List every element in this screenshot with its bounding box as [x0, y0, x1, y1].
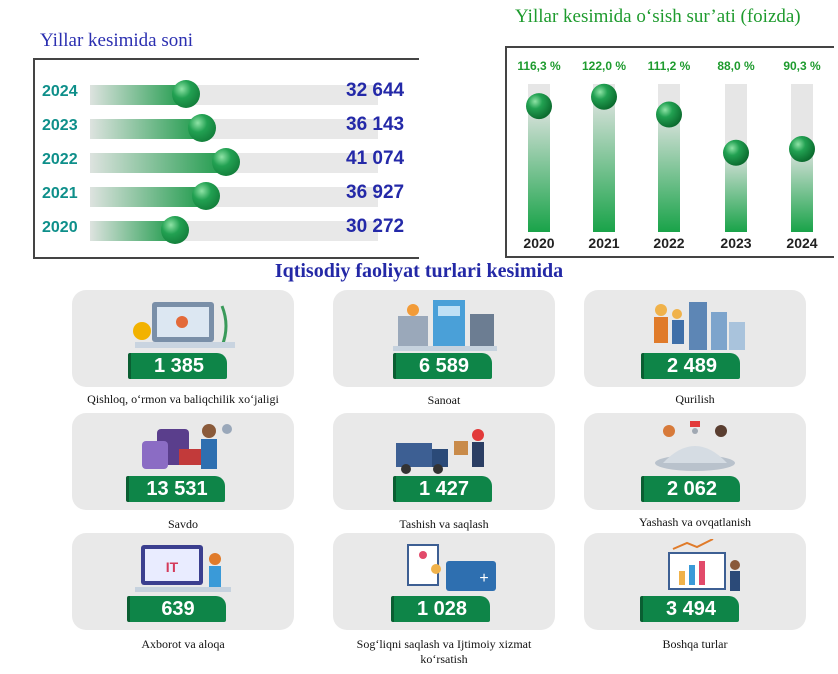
bar-value-label: 30 272 [346, 216, 405, 237]
card-label: Yashash va ovqatlanish [638, 515, 752, 529]
bar-knob [192, 182, 220, 210]
it-icon: IT [135, 545, 231, 592]
column-year-label: 2023 [720, 235, 751, 251]
column-2021: 122,0 % 2021 [582, 59, 626, 251]
right-chart: 116,3 % 2020 122,0 % 2021 111,2 % 2022 88,0 % 2… [517, 59, 821, 251]
bar-knob [161, 216, 189, 244]
activity-card: IT 639 Axborot va aloqa [72, 533, 294, 651]
activity-card: 1 385 Qishloq, o‘rmon va baliqchilik xo‘j… [72, 290, 294, 406]
column-value-label: 111,2 % [648, 59, 691, 73]
column-knob [526, 93, 552, 120]
column-fill [725, 152, 747, 232]
column-fill [791, 149, 813, 232]
card-value-badge: 2 062 [641, 476, 740, 502]
bar-year-label: 2020 [42, 219, 78, 236]
card-value-badge: 6 589 [393, 353, 492, 379]
farm-icon [133, 302, 235, 348]
card-label: Axborot va aloqa [141, 637, 225, 651]
right-chart-frame [505, 46, 834, 258]
column-fill [658, 114, 680, 232]
bar-value-label: 32 644 [346, 80, 405, 101]
card-label: Tashish va saqlash [399, 517, 489, 531]
svg-text:+: + [479, 570, 488, 587]
column-value-label: 122,0 % [582, 59, 626, 73]
bar-row-2022: 2022 41 074 [40, 146, 420, 176]
card-value-badge: 1 028 [391, 596, 490, 622]
bar-knob [212, 148, 240, 176]
bar-row-2024: 2024 32 644 [40, 78, 420, 108]
column-year-label: 2024 [786, 235, 817, 251]
factory-icon [393, 300, 497, 351]
column-2024: 90,3 % 2024 [783, 59, 821, 251]
bar-knob [172, 80, 200, 108]
bar-year-label: 2023 [42, 117, 78, 134]
bar-row-2021: 2021 36 927 [40, 180, 420, 210]
card-value-badge: 3 494 [640, 596, 739, 622]
column-fill [593, 96, 615, 232]
card-label: Savdo [168, 517, 198, 531]
column-year-label: 2021 [588, 235, 619, 251]
hotel-icon [655, 421, 735, 471]
activity-card: 2 489 Qurilish [584, 290, 806, 406]
column-fill [528, 106, 550, 232]
bar-fill [90, 85, 186, 105]
bar-fill [90, 221, 175, 241]
column-knob [789, 136, 815, 163]
activity-card: 2 062 Yashash va ovqatlanish [584, 413, 806, 529]
left-chart-title: Yillar kesimida soni [40, 30, 194, 51]
column-value-label: 90,3 % [783, 59, 821, 73]
column-2023: 88,0 % 2023 [717, 59, 755, 251]
card-value-badge: 1 385 [128, 353, 227, 379]
column-2022: 111,2 % 2022 [648, 59, 691, 251]
bar-value-label: 36 927 [346, 182, 405, 203]
bar-value-label: 41 074 [346, 148, 405, 169]
card-value-badge: 1 427 [393, 476, 492, 502]
bar-year-label: 2021 [42, 185, 78, 202]
shopping-icon [142, 424, 232, 469]
bar-value-label: 36 143 [346, 114, 405, 135]
column-year-label: 2022 [653, 235, 684, 251]
activity-card: 1 427 Tashish va saqlash [333, 413, 555, 531]
health-icon: + [407, 544, 496, 591]
column-year-label: 2020 [523, 235, 554, 251]
bar-fill [90, 119, 202, 139]
card-value-badge: 13 531 [126, 476, 225, 502]
card-label: Qurilish [675, 392, 715, 406]
activity-card: 3 494 Boshqa turlar [584, 533, 806, 651]
svg-text:IT: IT [166, 559, 179, 575]
column-value-label: 88,0 % [717, 59, 755, 73]
activity-card: 6 589 Sanoat [333, 290, 555, 407]
left-chart-frame [33, 58, 419, 259]
bar-fill [90, 153, 226, 173]
column-knob [656, 101, 682, 128]
bar-year-label: 2024 [42, 83, 78, 100]
card-label: Boshqa turlar [662, 637, 728, 651]
bar-fill [90, 187, 206, 207]
card-label: Sog‘liqni saqlash va Ijtimoiy xizmat ko‘… [356, 637, 532, 666]
right-chart-title: Yillar kesimida o‘sish sur’ati (foizda) [515, 6, 801, 27]
card-value-badge: 2 489 [641, 353, 740, 379]
construction-icon [654, 302, 745, 350]
delivery-icon [396, 429, 484, 474]
bar-row-2020: 2020 30 272 [40, 214, 420, 244]
column-knob [723, 139, 749, 166]
activity-card: 13 531 Savdo [72, 413, 294, 531]
bar-row-2023: 2023 36 143 [40, 112, 420, 142]
bar-knob [188, 114, 216, 142]
column-2020: 116,3 % 2020 [517, 59, 561, 251]
bar-year-label: 2022 [42, 151, 78, 168]
column-value-label: 116,3 % [517, 59, 561, 73]
card-value-badge: 639 [127, 596, 226, 622]
section-title: Iqtisodiy faoliyat turlari kesimida [274, 260, 564, 282]
activity-card: +1 028 Sog‘liqni saqlash va Ijtimoiy xizm… [333, 533, 555, 666]
card-label: Qishloq, o‘rmon va baliqchilik xo‘jaligi [87, 392, 279, 406]
card-label: Sanoat [427, 393, 461, 407]
analytics-icon [668, 539, 740, 591]
column-knob [591, 83, 617, 110]
